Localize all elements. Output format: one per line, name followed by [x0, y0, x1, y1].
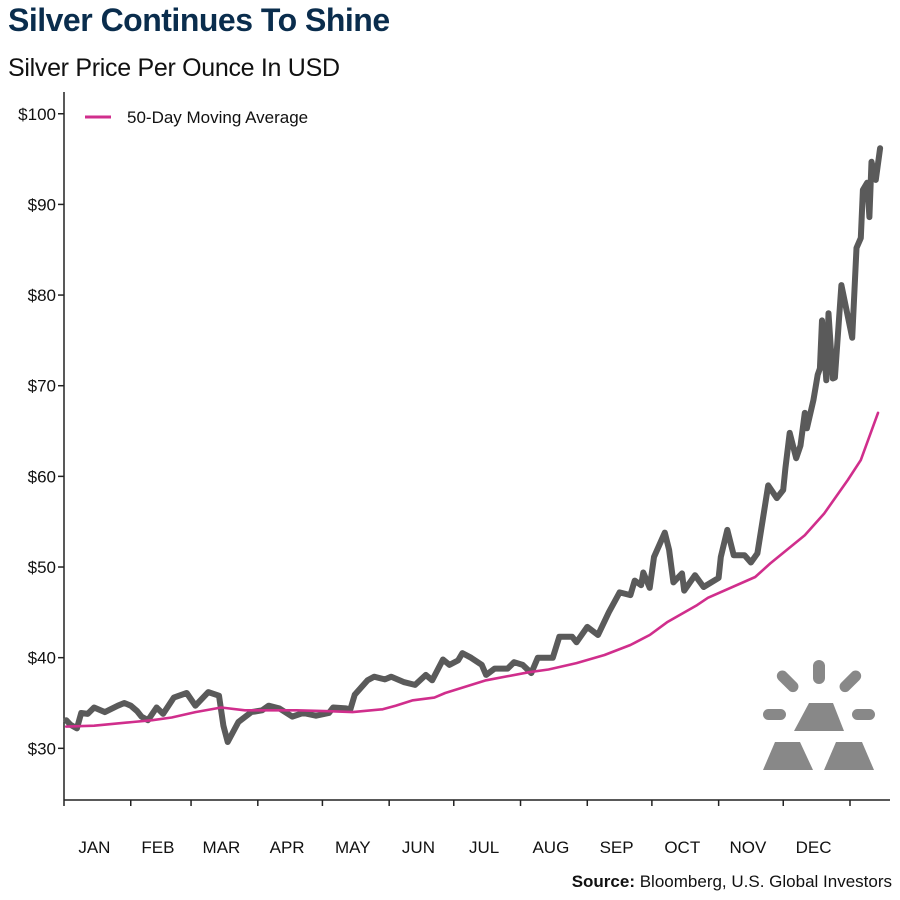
source-label: Source:: [571, 872, 635, 891]
y-tick-label: $30: [28, 739, 56, 758]
legend-label-moving-average: 50-Day Moving Average: [127, 108, 308, 127]
y-tick-label: $50: [28, 558, 56, 577]
axes: $30 $40 $50 $60 $70 $80 $90 $100 JAN FEB MAR APR MAY…: [18, 92, 890, 857]
x-tick-label: AUG: [532, 838, 569, 857]
x-tick-label: FEB: [141, 838, 174, 857]
y-tick-label: $40: [28, 649, 56, 668]
y-tick-label: $80: [28, 286, 56, 305]
x-tick-label: DEC: [796, 838, 832, 857]
x-tick-label: MAR: [203, 838, 241, 857]
series-layer: [63, 145, 884, 745]
source-text: Bloomberg, U.S. Global Investors: [639, 872, 892, 891]
silver-price-line: [63, 145, 884, 745]
y-tick-label: $70: [28, 377, 56, 396]
y-tick-label: $90: [28, 195, 56, 214]
x-tick-label: MAY: [335, 838, 371, 857]
chart-title: Silver Continues To Shine: [8, 2, 390, 38]
legend: 50-Day Moving Average: [85, 108, 308, 127]
source-note: Source: Bloomberg, U.S. Global Investors: [572, 872, 892, 892]
y-tick-label: $60: [28, 467, 56, 486]
x-tick-label: NOV: [730, 838, 768, 857]
x-tick-label: JUL: [469, 838, 499, 857]
x-tick-label: APR: [270, 838, 305, 857]
chart-subtitle: Silver Price Per Ounce In USD: [8, 54, 340, 82]
silver-bars-icon: [763, 660, 875, 770]
x-tick-label: SEP: [600, 838, 634, 857]
y-tick-label: $100: [18, 105, 56, 124]
x-tick-label: OCT: [664, 838, 700, 857]
x-tick-label: JUN: [402, 838, 435, 857]
moving-average-line: [64, 411, 880, 728]
x-tick-label: JAN: [78, 838, 110, 857]
